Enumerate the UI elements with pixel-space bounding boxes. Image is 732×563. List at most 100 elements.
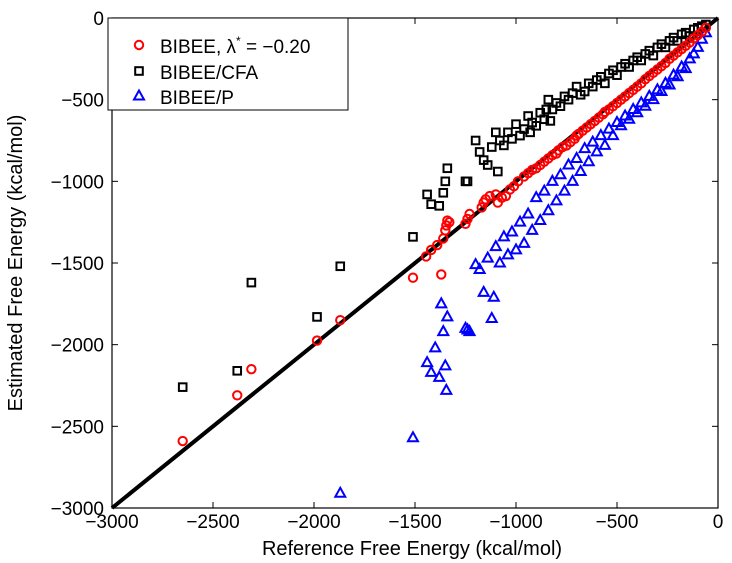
bibee-p-point [573, 163, 588, 177]
bibee-p-point [590, 144, 604, 157]
bibee-point [425, 244, 437, 256]
bibee-cfa-point [493, 166, 503, 177]
bibee-p-point [333, 485, 347, 498]
data-points [177, 19, 713, 498]
bibee-p-point [582, 154, 596, 167]
bibee-p-point [602, 121, 616, 134]
legend-label-bibee-p: BIBEE/P [160, 88, 234, 109]
bibee-p-point [598, 137, 612, 150]
y-tick-label: −3000 [51, 499, 104, 520]
bibee-p-point [541, 203, 556, 216]
bibee-point [597, 109, 609, 120]
bibee-point [460, 218, 471, 230]
bibee-cfa-point [246, 277, 257, 288]
x-tick-label: −500 [596, 512, 639, 533]
legend-markers [132, 39, 146, 101]
legend: BIBEE, λ* = −0.20 BIBEE/CFA BIBEE/P [107, 17, 349, 111]
legend-marker-bibee-cfa [134, 66, 144, 76]
bibee-point [462, 213, 473, 225]
legend-label-bibee-cfa: BIBEE/CFA [160, 63, 259, 84]
bibee-point [232, 390, 243, 401]
bibee-p-point [594, 128, 608, 141]
y-axis-label: Estimated Free Energy (kcal/mol) [5, 115, 27, 412]
bibee-cfa-point [470, 135, 481, 146]
bibee-point [436, 269, 447, 280]
bibee-p-point [549, 193, 564, 206]
bibee-p-point [565, 173, 580, 186]
bibee-p-point [487, 289, 501, 302]
bibee-cfa-point [462, 176, 473, 187]
bibee-p-point [432, 369, 446, 382]
bibee-cfa-point [442, 163, 453, 174]
bibee-p-point [436, 324, 450, 337]
bibee-cfa-point [438, 187, 449, 198]
bibee-p-point [525, 222, 539, 235]
bibee-point [442, 215, 453, 226]
bibee-p-point [678, 61, 693, 74]
x-tick-label: −2000 [287, 512, 340, 533]
bibee-p-point [517, 235, 531, 248]
bibee-p-point [662, 77, 677, 90]
y-tick-label: −2000 [51, 336, 104, 357]
bibee-point [420, 251, 432, 262]
bibee-cfa-point [541, 104, 552, 115]
bibee-point [512, 176, 524, 187]
legend-marker-bibee [133, 39, 145, 51]
bibee-cfa-point [539, 114, 550, 125]
bibee-p-point [537, 183, 551, 196]
bibee-point [177, 435, 188, 447]
y-tick-label: −500 [61, 91, 104, 112]
legend-label-bibee: BIBEE, λ* = −0.20 [160, 34, 310, 58]
bibee-p-point [569, 150, 584, 163]
bibee-point [311, 335, 323, 346]
bibee-cfa-point [232, 366, 243, 376]
bibee-point [571, 130, 582, 141]
bibee-p-point [553, 167, 568, 180]
bibee-p-point [529, 190, 543, 203]
bibee-p-point [557, 183, 572, 196]
bibee-cfa-point [499, 140, 509, 151]
bibee-point [335, 314, 346, 326]
bibee-point [440, 225, 451, 236]
bibee-p-point [439, 382, 454, 395]
bibee-p-point [521, 206, 535, 219]
y-tick-label: −1000 [51, 172, 104, 193]
bibee-p-point [406, 430, 420, 443]
bibee-cfa-point [177, 382, 188, 392]
bibee-p-point [646, 92, 661, 105]
bibee-cfa-point [545, 116, 556, 126]
bibee-point [444, 216, 455, 228]
bibee-p-point [622, 111, 636, 124]
bibee-p-point [438, 358, 452, 371]
bibee-point [476, 202, 487, 213]
bibee-p-point [428, 340, 442, 353]
bibee-p-point [606, 128, 620, 141]
bibee-point [246, 363, 257, 375]
legend-box [107, 17, 349, 111]
bibee-cfa-point [531, 121, 542, 131]
bibee-p-point [420, 355, 434, 368]
bibee-point [407, 272, 419, 283]
bibee-point [700, 22, 712, 33]
bibee-p-point [481, 250, 495, 263]
bibee-p-point [614, 118, 628, 131]
bibee-cfa-point [440, 176, 451, 187]
bibee-p-point [472, 261, 487, 275]
bibee-point [484, 190, 495, 202]
bibee-p-point [468, 257, 483, 270]
bibee-cfa-point [482, 160, 493, 170]
x-axis-label: Reference Free Energy (kcal/mol) [262, 538, 562, 560]
x-tick-label: −1000 [489, 512, 542, 533]
bibee-cfa-point [511, 119, 521, 129]
bibee-p-point [424, 364, 438, 377]
bibee-cfa-point [486, 142, 497, 152]
x-tick-label: −2500 [186, 512, 239, 533]
bibee-p-point [462, 324, 477, 337]
bibee-p-point [505, 224, 519, 237]
bibee-p-point [638, 98, 652, 111]
bibee-p-point [440, 309, 455, 322]
bibee-p-point [687, 46, 701, 59]
bibee-p-point [476, 284, 491, 297]
bibee-cfa-point [555, 101, 566, 112]
